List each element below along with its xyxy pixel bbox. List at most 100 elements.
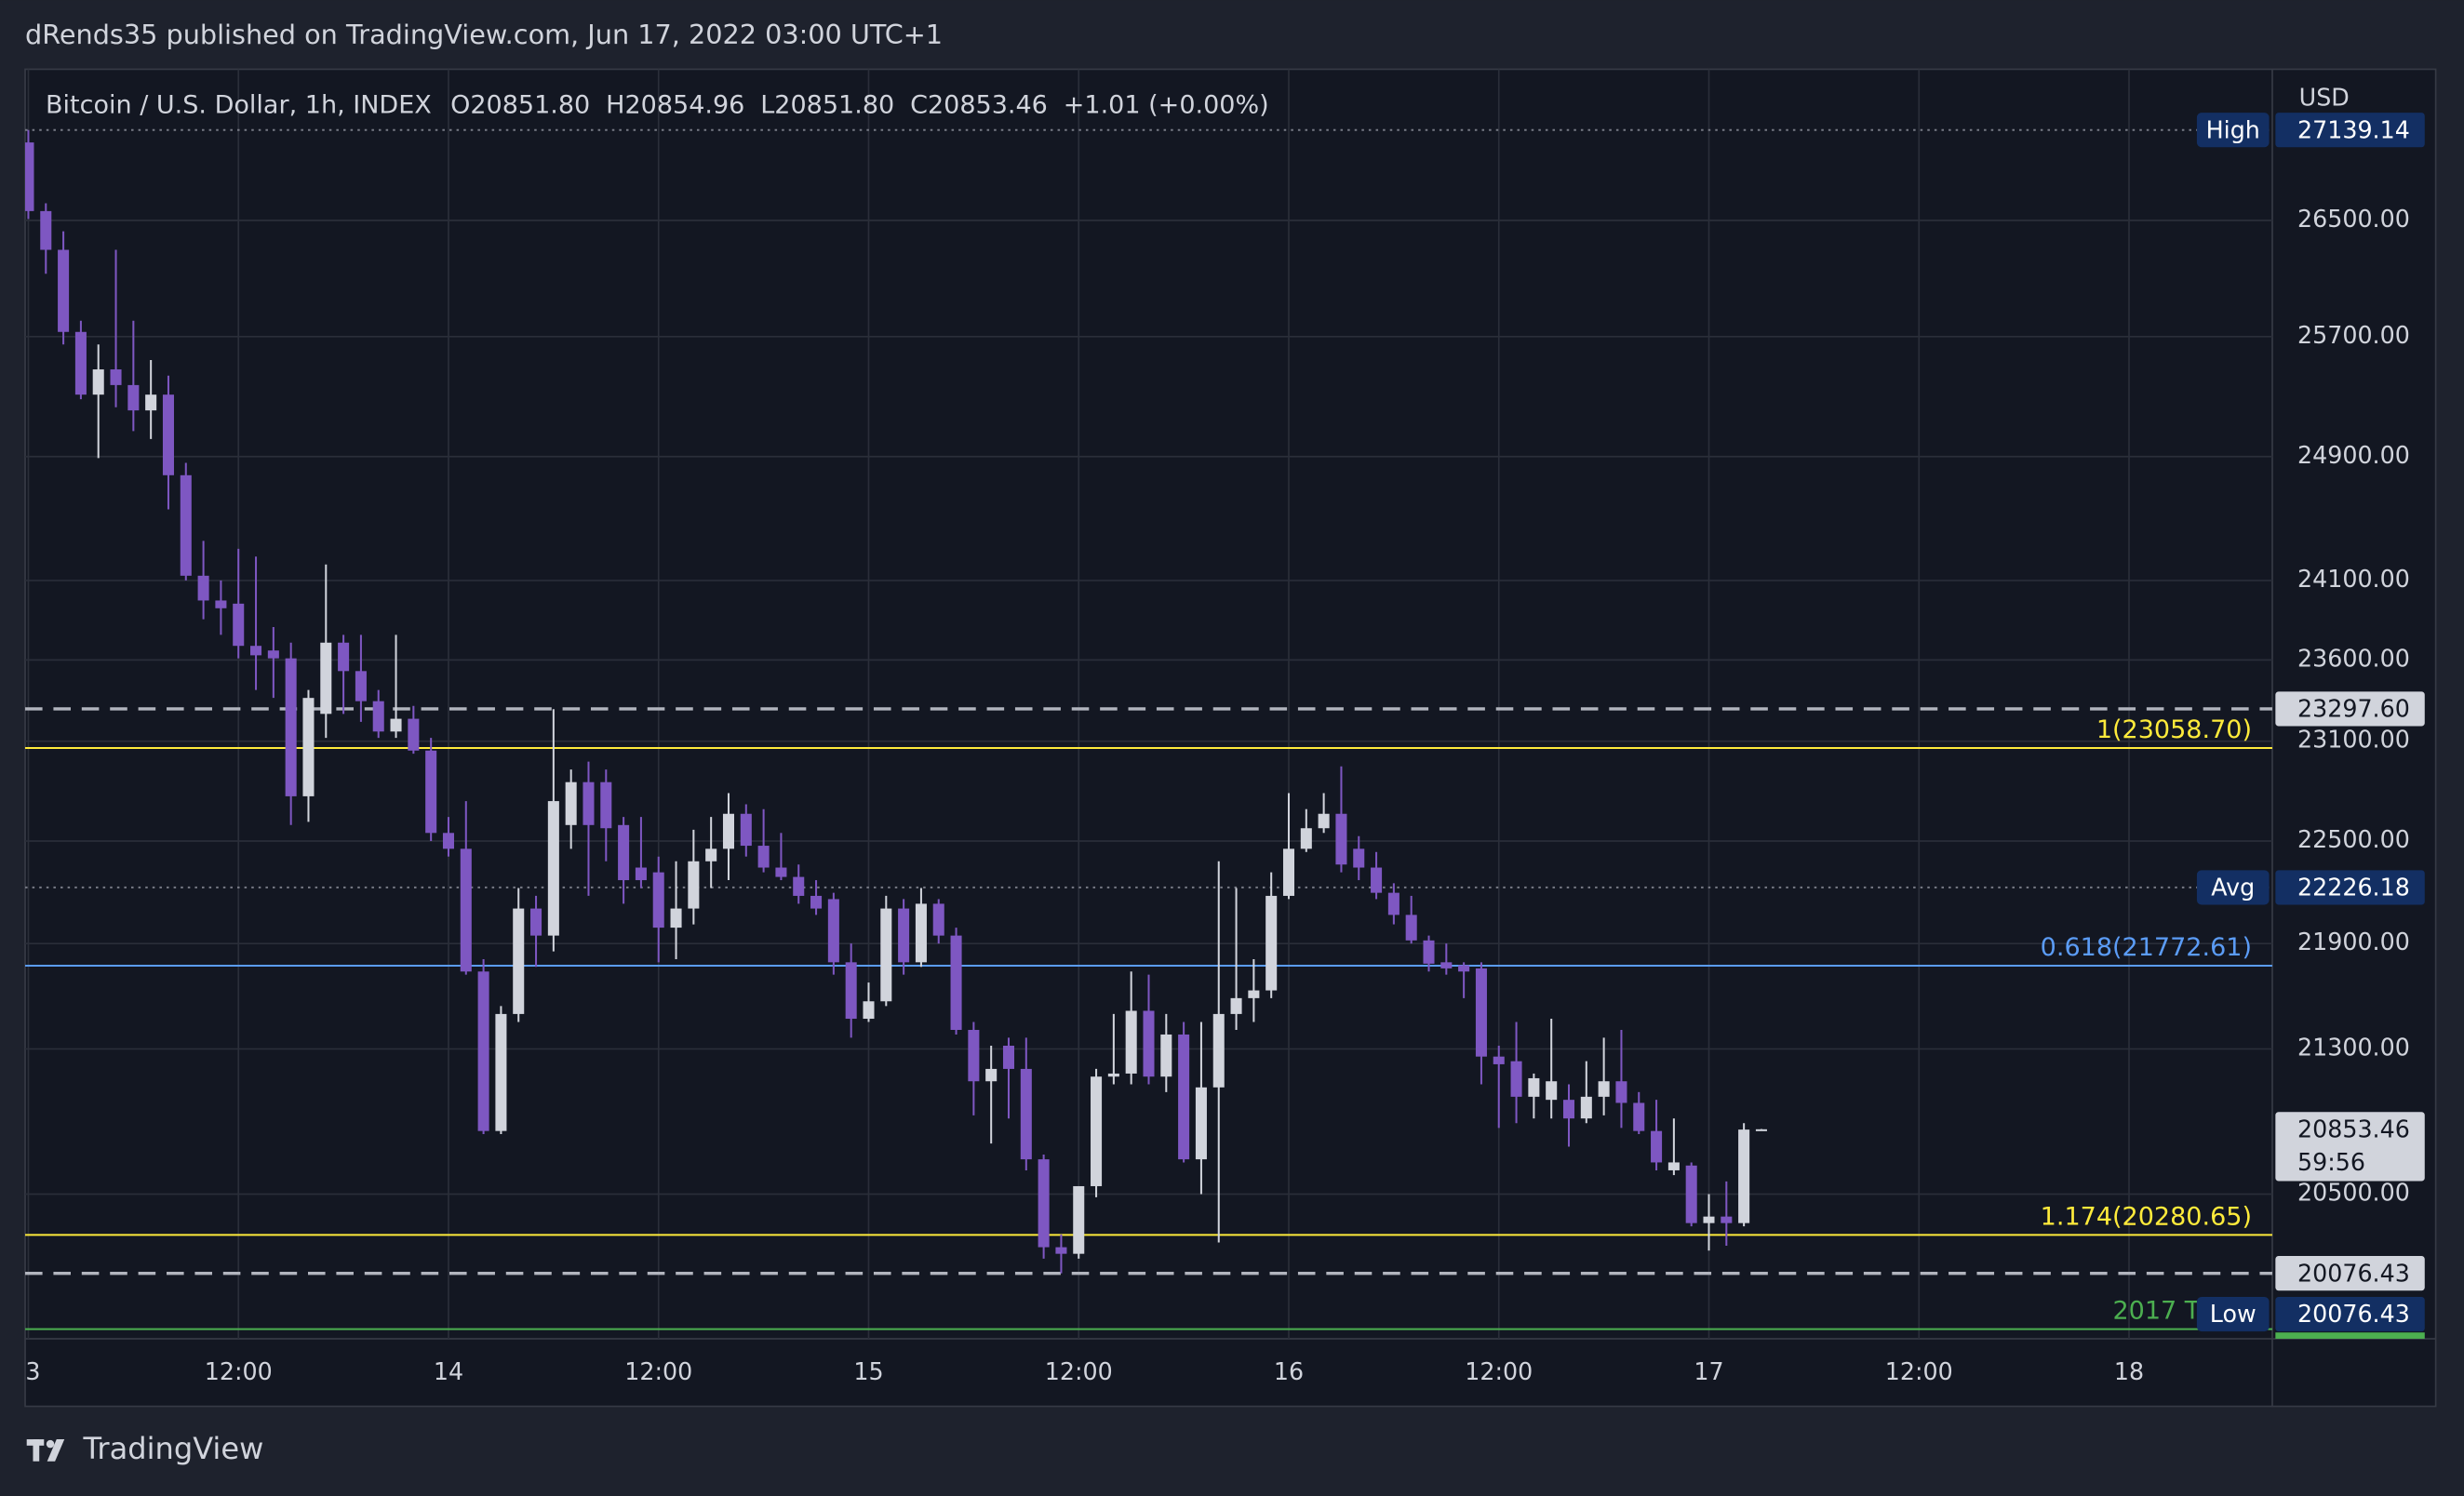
last-price: 20853.46 [2297,1115,2410,1143]
x-tick-label: 3 [25,1357,40,1385]
candle-body [1178,1034,1190,1160]
candle-body [197,575,209,601]
candle-body [740,813,752,847]
candle-body [757,846,770,868]
candle-body [1685,1165,1697,1223]
level-badge: 23297.60 [2297,695,2410,723]
level-tag-box [2196,113,2270,148]
candle-body [1598,1081,1610,1097]
candle-body [530,908,542,936]
low-badge-box [2275,1296,2425,1332]
candle-body [1195,1087,1207,1160]
legend-symbol: Bitcoin / U.S. Dollar, 1h, INDEX [46,90,432,119]
y-tick-label: 26500.00 [2297,205,2410,233]
candle-body [547,801,559,936]
chart-frame [24,68,2437,1408]
candle-body [1055,1247,1067,1254]
candle-body [688,861,700,909]
candle-body [898,908,910,963]
y-tick-label: 23100.00 [2297,726,2410,754]
candle-body [1318,813,1330,829]
candle-body [915,903,927,963]
candle-body [863,1001,875,1020]
candle-body [600,781,612,829]
y-tick-label: 20500.00 [2297,1179,2410,1207]
candle-body [1020,1068,1032,1160]
legend: Bitcoin / U.S. Dollar, 1h, INDEX O20851.8… [46,90,1269,119]
candle-body [1475,968,1487,1057]
x-tick-label: 12:00 [1045,1357,1113,1385]
candle-body [932,903,944,936]
candle-body [1667,1162,1680,1170]
candle-body [880,908,892,1002]
candle-body [215,600,227,608]
candle-body [827,899,839,963]
legend-low: L20851.80 [760,90,894,119]
level-label: 1.174(20280.65) [2041,1202,2252,1231]
candle-body [705,848,717,862]
candle-body [985,1068,998,1082]
level-badge-box [2275,870,2425,905]
candle-body [1002,1045,1015,1069]
header: dRends35 published on TradingView.com, J… [25,19,943,50]
candle-body [425,750,437,834]
candles [25,129,1767,1274]
candle-body [267,650,279,659]
x-tick-label: 12:00 [1885,1357,1953,1385]
candle-body [1615,1081,1627,1103]
candle-body [145,394,157,411]
candle-body [408,718,420,751]
candle-body [722,813,735,849]
low-badge: 20076.43 [2297,1300,2410,1328]
legend-high: H20854.96 [606,90,744,119]
level-badge-box [2275,691,2425,727]
candle-body [565,781,577,825]
candle-body [40,210,52,250]
candle-body [1265,895,1278,991]
candle-body [775,867,787,877]
candle-body [1248,990,1260,998]
x-tick-label: 12:00 [205,1357,273,1385]
overlay: 26500.00 25700.00 24900.00 24100.00 23600.00… [25,113,2425,1385]
candle-body [285,658,297,796]
legend-close: C20853.46 [910,90,1048,119]
y-tick-label: 23600.00 [2297,644,2410,672]
candle-body [1107,1073,1119,1077]
candle-body [1230,997,1242,1014]
x-tick-label: 15 [853,1357,883,1385]
level-label: 1(23058.70) [2096,715,2252,744]
candle-body [92,369,104,395]
y-tick-label: 21900.00 [2297,928,2410,955]
candle-body [1440,962,1453,968]
candle-body [1721,1216,1733,1223]
candle-body [1125,1010,1137,1074]
candle-body [1651,1130,1663,1163]
candle-body [513,908,525,1014]
x-tick-label: 12:00 [1465,1357,1533,1385]
candle-body [1160,1034,1172,1077]
candle-body [372,701,384,732]
grid [25,69,2272,1339]
level-badge-box [2275,113,2425,148]
candle-body [1755,1129,1767,1131]
candle-body [1212,1013,1225,1088]
level-tag-box [2196,1296,2270,1332]
candle-body [1073,1185,1085,1254]
candle-body [635,867,647,881]
candle-body [1423,940,1435,964]
candle-body [1405,915,1417,941]
x-tick-label: 17 [1694,1357,1723,1385]
candle-body [233,603,245,647]
levels: 1(23058.70) 0.618(21772.61) 1.174(20280.65… [25,128,2272,1330]
y-tick-label: 24900.00 [2297,441,2410,469]
level-label: 0.618(21772.61) [2041,933,2252,962]
candle-body [74,331,87,395]
countdown: 59:56 [2297,1148,2365,1176]
level-tag: High [2206,115,2260,143]
x-tick-label: 16 [1274,1357,1304,1385]
candle-body [670,908,682,928]
candle-body [162,394,174,475]
candle-body [442,833,454,849]
candle-body [110,369,122,385]
candle-body [793,876,805,896]
